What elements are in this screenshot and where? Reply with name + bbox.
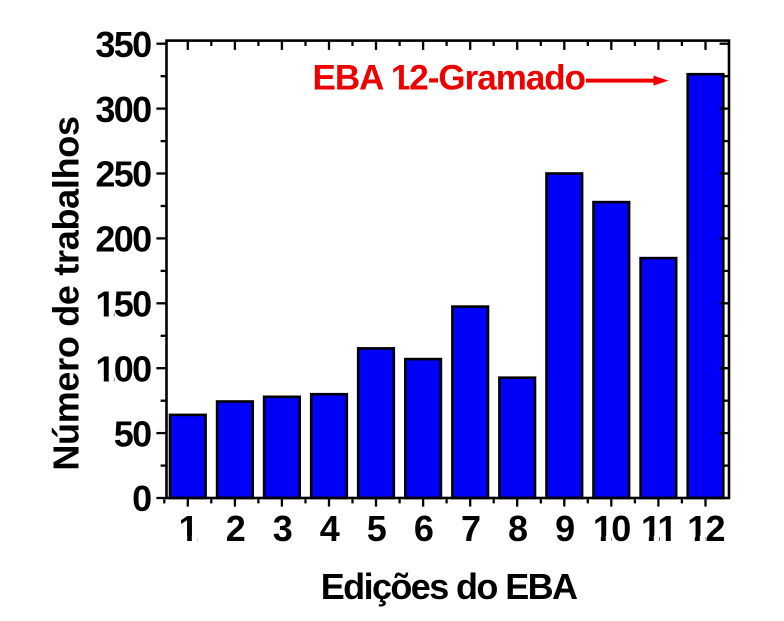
- svg-text:3: 3: [273, 508, 292, 549]
- svg-text:9: 9: [555, 508, 574, 549]
- svg-text:200: 200: [95, 219, 151, 260]
- svg-text:250: 250: [95, 154, 151, 195]
- svg-text:Edições do EBA: Edições do EBA: [321, 566, 578, 607]
- svg-text:7: 7: [461, 508, 480, 549]
- svg-text:10: 10: [593, 508, 630, 549]
- svg-text:300: 300: [95, 89, 151, 130]
- svg-text:Número de trabalhos: Número de trabalhos: [46, 116, 87, 470]
- svg-text:1: 1: [179, 508, 199, 549]
- svg-text:4: 4: [320, 508, 340, 549]
- svg-text:11: 11: [641, 508, 677, 549]
- svg-text:2: 2: [226, 508, 245, 549]
- svg-text:150: 150: [95, 284, 151, 325]
- svg-text:EBA 12-Gramado: EBA 12-Gramado: [313, 58, 586, 97]
- svg-text:6: 6: [414, 508, 433, 549]
- svg-text:8: 8: [508, 508, 527, 549]
- svg-text:12: 12: [687, 508, 724, 549]
- svg-text:5: 5: [367, 508, 387, 549]
- svg-text:0: 0: [132, 478, 151, 519]
- svg-text:50: 50: [114, 413, 151, 454]
- svg-text:350: 350: [95, 24, 151, 65]
- svg-text:100: 100: [95, 348, 151, 389]
